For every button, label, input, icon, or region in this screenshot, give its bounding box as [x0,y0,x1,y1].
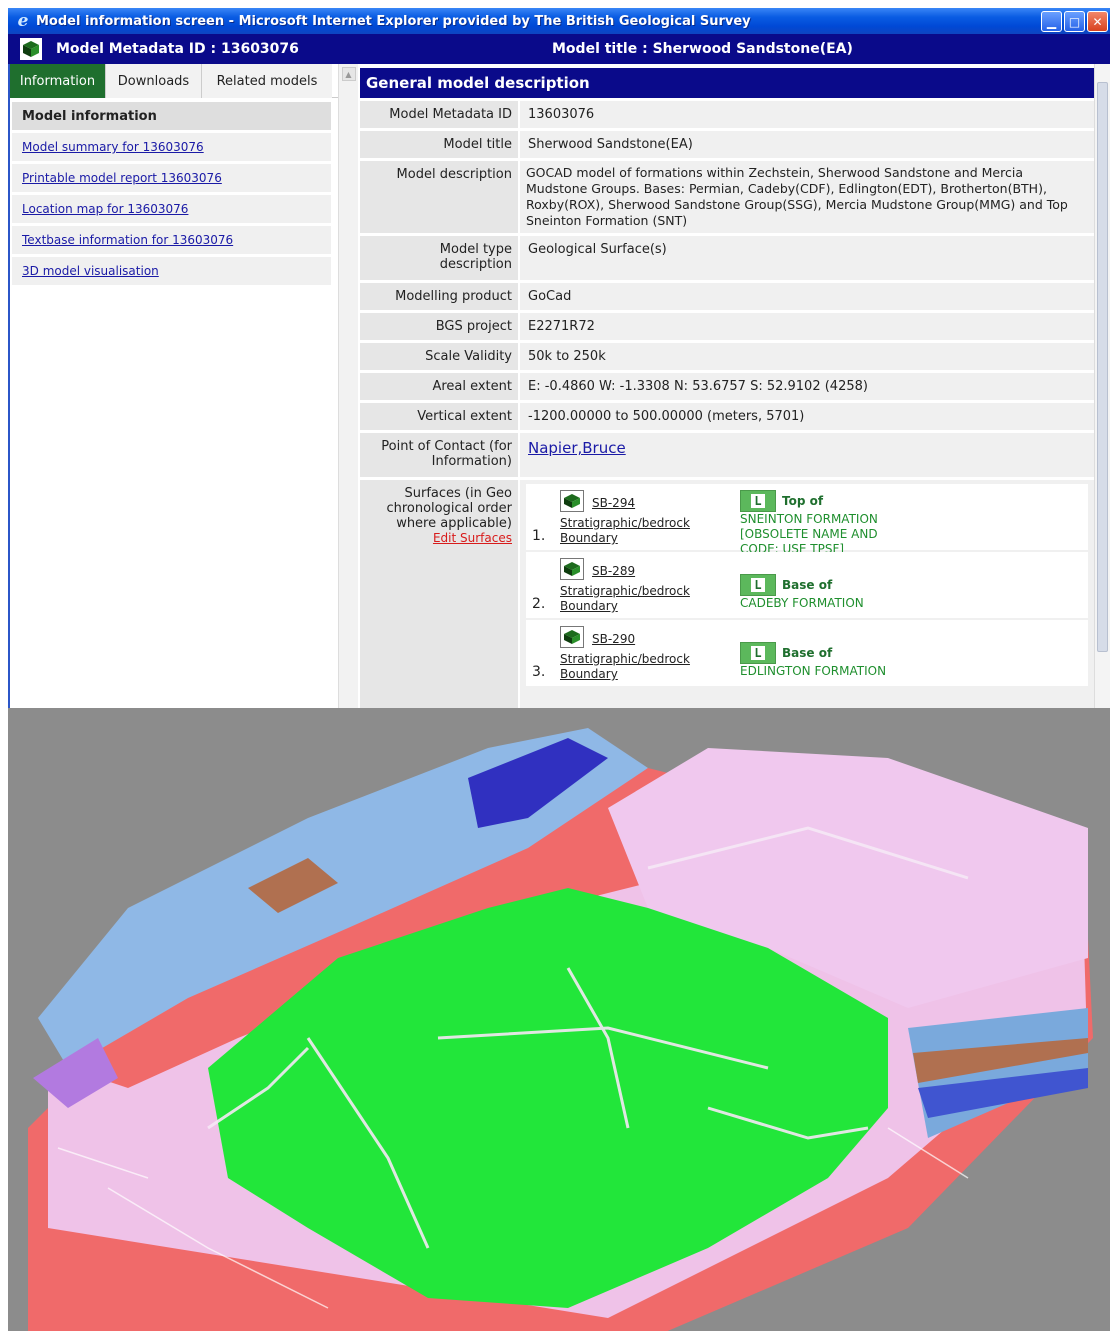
surface-code-link[interactable]: SB-290 [592,632,636,646]
field-label: Model Metadata ID [360,101,518,128]
nav-heading: Model information [12,102,331,130]
close-icon[interactable]: ✕ [1087,11,1108,32]
surface-cube-icon[interactable] [560,490,584,512]
info-row: Model title Sherwood Sandstone(EA) [360,131,1094,158]
browser-window: e Model information screen - Microsoft I… [8,8,1110,708]
tab-downloads[interactable]: Downloads [106,64,202,98]
window-title: Model information screen - Microsoft Int… [36,13,751,29]
surface-cube-icon[interactable] [560,626,584,648]
nav-link-model-summary[interactable]: Model summary for 13603076 [12,133,331,161]
line-type-badge-icon: L [740,642,776,664]
info-row: Model Metadata ID 13603076 [360,101,1094,128]
surface-formation-name: EDLINGTON FORMATION [740,664,887,678]
surface-formation-name: CADEBY FORMATION [740,596,864,610]
info-row: Areal extent E: -0.4860 W: -1.3308 N: 53… [360,373,1094,400]
surface-position: Top of [782,494,824,508]
info-row: Vertical extent -1200.00000 to 500.00000… [360,403,1094,430]
list-item: 2. SB-289 Stratigraphic/bedrock Boundary… [526,552,1088,618]
field-value: E: -0.4860 W: -1.3308 N: 53.6757 S: 52.9… [520,373,1094,400]
field-label: Modelling product [360,283,518,310]
field-label: Areal extent [360,373,518,400]
left-navigation-pane: Information Downloads Related models Mod… [8,64,338,708]
model-title: Model title : Sherwood Sandstone(EA) [552,41,853,57]
info-row: Model description GOCAD model of formati… [360,161,1094,233]
3d-model-visualisation [8,708,1110,1331]
field-value: 50k to 250k [520,343,1094,370]
pane-splitter[interactable]: ▲ [338,64,358,708]
vertical-scrollbar[interactable] [1094,64,1110,708]
field-value: -1200.00000 to 500.00000 (meters, 5701) [520,403,1094,430]
contact-link[interactable]: Napier,Bruce [520,433,1094,477]
field-label: Scale Validity [360,343,518,370]
surface-cube-icon[interactable] [560,558,584,580]
surfaces-label: Surfaces (in Geo chronological order whe… [386,486,512,531]
field-value: Geological Surface(s) [520,236,1094,280]
list-item: 1. SB-294 Stratigraphic/bedrock Boundary… [526,484,1088,556]
tab-information[interactable]: Information [10,64,106,98]
minimize-icon[interactable]: ▁ [1041,11,1062,32]
surface-type-link[interactable]: Stratigraphic/bedrock Boundary [560,516,690,545]
info-row: Point of Contact (for Information) Napie… [360,433,1094,477]
field-label: Model title [360,131,518,158]
window-controls: ▁ □ ✕ [1041,11,1108,32]
surface-type-link[interactable]: Stratigraphic/bedrock Boundary [560,584,690,613]
field-label: BGS project [360,313,518,340]
surface-number: 2. [532,596,546,612]
surface-formation-name: SNEINTON FORMATION [OBSOLETE NAME AND CO… [740,512,878,556]
line-type-badge-icon: L [740,490,776,512]
section-title: General model description [360,68,1094,98]
surface-position: Base of [782,578,833,592]
tab-bar: Information Downloads Related models [10,64,338,98]
surface-type-link[interactable]: Stratigraphic/bedrock Boundary [560,652,690,681]
list-item: 3. SB-290 Stratigraphic/bedrock Boundary… [526,620,1088,686]
info-row: Modelling product GoCad [360,283,1094,310]
geological-surfaces-render [8,708,1110,1331]
internet-explorer-icon: e [17,11,29,31]
field-value: GoCad [520,283,1094,310]
model-description-pane: General model description Model Metadata… [360,64,1094,708]
model-header-bar: Model Metadata ID : 13603076 Model title… [8,34,1110,64]
info-row: Scale Validity 50k to 250k [360,343,1094,370]
scroll-up-arrow-icon[interactable]: ▲ [341,67,356,81]
tab-related-models[interactable]: Related models [202,64,332,98]
info-row: Model type description Geological Surfac… [360,236,1094,280]
nav-link-textbase-information[interactable]: Textbase information for 13603076 [12,226,331,254]
field-label: Model description [360,161,518,233]
nav-link-printable-report[interactable]: Printable model report 13603076 [12,164,331,192]
scrollbar-thumb[interactable] [1097,82,1108,652]
surface-number: 1. [532,528,546,544]
surfaces-row: Surfaces (in Geo chronological order whe… [360,480,1094,708]
surfaces-list: 1. SB-294 Stratigraphic/bedrock Boundary… [520,480,1094,708]
model-metadata-id: Model Metadata ID : 13603076 [56,41,299,57]
field-label: Model type description [360,236,518,280]
nav-link-3d-visualisation[interactable]: 3D model visualisation [12,257,331,285]
nav-link-location-map[interactable]: Location map for 13603076 [12,195,331,223]
info-row: BGS project E2271R72 [360,313,1094,340]
maximize-icon[interactable]: □ [1064,11,1085,32]
field-label: Point of Contact (for Information) [360,433,518,477]
surface-code-link[interactable]: SB-289 [592,564,636,578]
surfaces-label-cell: Surfaces (in Geo chronological order whe… [360,480,518,708]
surface-number: 3. [532,664,546,680]
field-value: GOCAD model of formations within Zechste… [520,161,1094,233]
field-value: E2271R72 [520,313,1094,340]
field-value: 13603076 [520,101,1094,128]
surface-code-link[interactable]: SB-294 [592,496,636,510]
line-type-badge-icon: L [740,574,776,596]
field-label: Vertical extent [360,403,518,430]
surface-position: Base of [782,646,833,660]
model-cube-icon [20,38,42,60]
field-value: Sherwood Sandstone(EA) [520,131,1094,158]
title-bar: e Model information screen - Microsoft I… [8,8,1110,34]
edit-surfaces-link[interactable]: Edit Surfaces [432,531,512,545]
